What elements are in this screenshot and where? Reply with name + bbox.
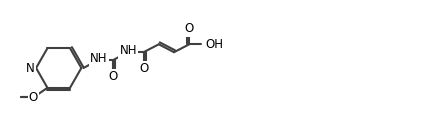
Text: O: O — [108, 70, 118, 83]
Text: O: O — [29, 91, 38, 104]
Text: N: N — [26, 61, 35, 75]
Text: NH: NH — [90, 52, 107, 65]
Text: OH: OH — [204, 38, 222, 51]
Text: NH: NH — [119, 44, 137, 57]
Text: O: O — [138, 62, 148, 75]
Text: O: O — [184, 22, 194, 35]
